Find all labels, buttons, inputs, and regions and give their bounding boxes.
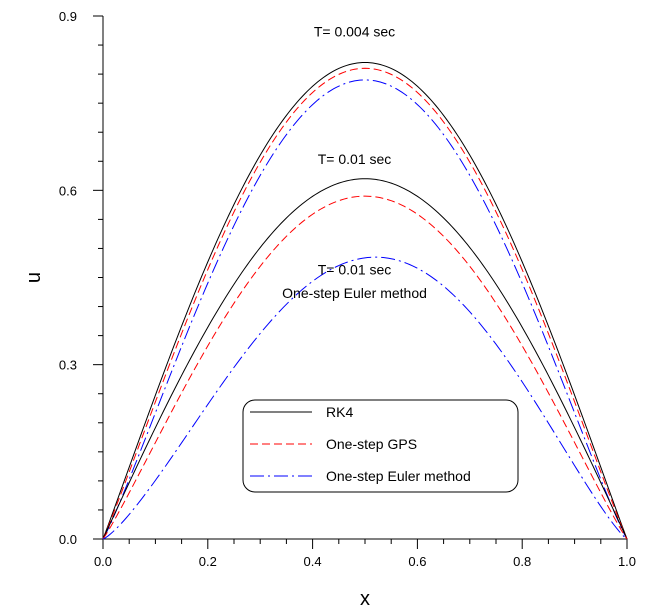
series-line-1 bbox=[102, 67, 628, 540]
annotation-3: One-step Euler method bbox=[282, 285, 427, 301]
y-tick-label: 0.9 bbox=[59, 9, 77, 24]
legend-label-2: One-step Euler method bbox=[326, 468, 471, 484]
series-line-5 bbox=[102, 256, 628, 540]
legend-box bbox=[242, 399, 519, 493]
x-tick-label: 0.2 bbox=[199, 554, 217, 569]
y-tick-label: 0.6 bbox=[59, 183, 77, 198]
series-line-3 bbox=[102, 178, 628, 540]
x-tick-label: 0.8 bbox=[513, 554, 531, 569]
annotation-2: T= 0.01 sec bbox=[318, 262, 392, 278]
legend: RK4 One-step GPS One-step Euler method bbox=[242, 399, 519, 493]
annotation-1: T= 0.01 sec bbox=[318, 151, 392, 167]
x-tick-label: 0.6 bbox=[408, 554, 426, 569]
annotation-0: T= 0.004 sec bbox=[314, 23, 395, 39]
x-tick-label: 0.4 bbox=[304, 554, 322, 569]
y-tick-label: 0.3 bbox=[59, 358, 77, 373]
y-tick-label: 0.0 bbox=[59, 532, 77, 547]
x-axis-title: x bbox=[360, 588, 370, 609]
curves bbox=[102, 61, 628, 540]
x-tick-label: 0.0 bbox=[94, 554, 112, 569]
annotations: T= 0.004 sec T= 0.01 sec T= 0.01 sec One-st… bbox=[282, 23, 427, 301]
series-line-4 bbox=[102, 195, 628, 540]
y-axis-title: u bbox=[23, 272, 45, 283]
legend-label-0: RK4 bbox=[326, 404, 353, 420]
x-tick-label: 1.0 bbox=[618, 554, 636, 569]
legend-label-1: One-step GPS bbox=[326, 436, 417, 452]
series-line-0 bbox=[102, 61, 628, 540]
axes: 0.0 0.2 0.4 0.6 0.8 1.0 0.0 0.3 0.6 0.9 x u bbox=[23, 9, 636, 609]
